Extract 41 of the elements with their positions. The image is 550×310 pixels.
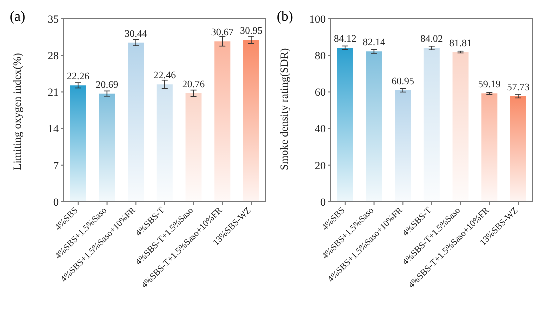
y-tick-label: 80 [315,50,326,63]
bar [214,42,231,202]
data-label: 30.67 [211,28,234,39]
y-tick-label: 0 [320,196,326,209]
y-axis-title: Limiting oxygen index(%) [12,52,24,170]
data-label: 30.44 [124,28,148,40]
y-tick-label: 0 [54,196,60,209]
data-label: 60.95 [392,76,414,88]
bar [510,96,526,202]
data-label: 22.46 [154,70,176,82]
y-axis-title: Smoke density rating(SDR) [278,48,291,170]
data-label: 84.12 [334,34,357,46]
bar [186,93,202,202]
data-label: 22.26 [67,72,90,83]
data-label: 20.76 [182,79,206,90]
data-label: 59.19 [478,80,501,91]
bar [482,94,498,202]
data-label: 84.02 [420,34,444,46]
y-tick-label: 20 [315,160,326,172]
data-label: 30.95 [240,26,263,38]
y-tick-label: 14 [48,124,60,136]
y-tick-label: 40 [315,124,326,136]
data-label: 20.69 [96,80,118,91]
y-tick-label: 28 [48,50,60,63]
bar [99,94,116,202]
bar [366,52,382,202]
chart-title: (b) [277,10,294,26]
y-tick-label: 100 [310,14,326,26]
bar [395,90,412,202]
y-tick-label: 35 [48,14,60,26]
data-label: 82.14 [362,38,386,49]
bar [128,42,144,202]
bar [243,40,260,202]
data-label: 57.73 [507,82,530,94]
bar [337,48,354,202]
chart-title: (a) [10,10,26,26]
bar [70,86,86,202]
y-tick-label: 21 [48,87,59,100]
y-tick-label: 60 [315,87,326,100]
data-label: 81.81 [450,38,472,50]
y-tick-label: 7 [54,160,60,172]
